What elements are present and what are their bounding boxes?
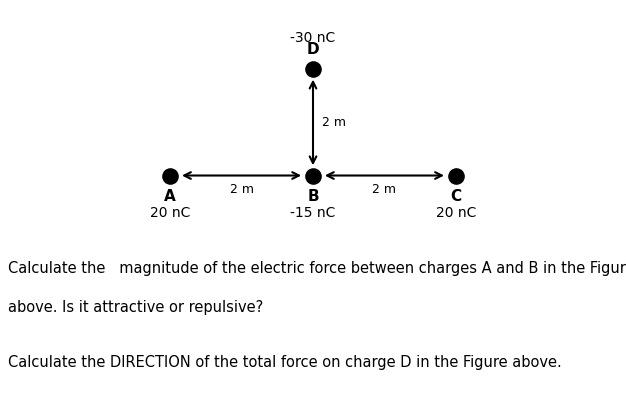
Text: 20 nC: 20 nC [436, 206, 476, 220]
Text: -15 nC: -15 nC [290, 206, 336, 220]
Text: Calculate the   magnitude of the electric force between charges A and B in the F: Calculate the magnitude of the electric … [8, 261, 626, 276]
Text: C: C [450, 188, 461, 203]
Point [308, 172, 318, 179]
Text: Calculate the DIRECTION of the total force on charge D in the Figure above.: Calculate the DIRECTION of the total for… [8, 356, 562, 371]
Text: B: B [307, 188, 319, 203]
Point [165, 172, 175, 179]
Text: 2 m: 2 m [230, 183, 254, 196]
Text: -30 nC: -30 nC [290, 31, 336, 45]
Text: 2 m: 2 m [372, 183, 396, 196]
Point [451, 172, 461, 179]
Text: above. Is it attractive or repulsive?: above. Is it attractive or repulsive? [8, 300, 263, 315]
Point [308, 66, 318, 73]
Text: A: A [164, 188, 176, 203]
Text: 2 m: 2 m [322, 116, 346, 129]
Text: D: D [307, 42, 319, 57]
Text: 20 nC: 20 nC [150, 206, 190, 220]
